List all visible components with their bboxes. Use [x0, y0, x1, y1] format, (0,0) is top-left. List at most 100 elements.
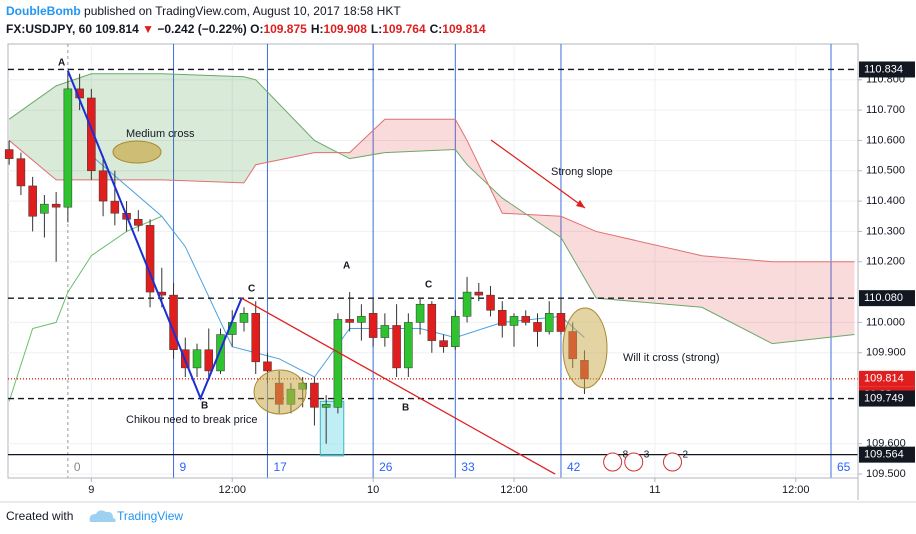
ohlc: O:109.875 H:109.908 L:109.764 C:109.814: [250, 22, 490, 36]
ohlc-key: O:: [250, 22, 264, 36]
candle-body: [63, 88, 73, 208]
ohlc-value: 109.814: [442, 22, 486, 36]
x-tick-label: 12:00: [500, 484, 528, 496]
x-tick-label: 10: [367, 484, 379, 496]
y-tick-label: 110.000: [866, 316, 905, 328]
highlight: [112, 140, 162, 164]
candle-body: [357, 316, 366, 323]
candle-body: [439, 340, 448, 347]
header-line: DoubleBomb published on TradingView.com,…: [6, 4, 401, 18]
annotation: C: [248, 284, 255, 295]
candle-body: [145, 225, 155, 293]
candle-body: [556, 313, 566, 332]
bar-marker-label: 26: [379, 460, 393, 474]
candle-body: [415, 303, 425, 323]
candle-body: [4, 149, 14, 159]
x-tick-label: 9: [88, 484, 94, 496]
span-a-line: [8, 73, 855, 345]
ohlc-key: L:: [370, 22, 383, 36]
highlight-box: [319, 400, 345, 457]
event-flag: [624, 452, 644, 472]
annotation: Chikou need to break price: [126, 414, 257, 426]
candle-body: [404, 322, 413, 369]
cloud-segment: [701, 255, 773, 344]
symbol: FX:USDJPY, 60: [6, 22, 93, 36]
highlight: [253, 369, 307, 415]
footer-brand[interactable]: TradingView: [117, 509, 183, 523]
quote-line: FX:USDJPY, 60 109.814 ▼ −0.242 (−0.22%) …: [6, 22, 490, 36]
price-level-label: 109.814: [864, 373, 904, 385]
bar-marker-label: 9: [180, 460, 187, 474]
price-level-label: 110.834: [864, 63, 903, 75]
candle-body: [380, 325, 390, 338]
candle-body: [498, 310, 507, 326]
cloud-segment: [772, 261, 855, 344]
cloud-segment: [9, 85, 57, 180]
candle-body: [427, 303, 437, 341]
y-tick-label: 110.200: [866, 256, 905, 268]
price-level-box: [859, 61, 915, 78]
bar-marker-label: 33: [461, 460, 475, 474]
candle-body: [216, 334, 225, 372]
cloud-segment: [243, 76, 256, 183]
candle-body: [87, 97, 96, 172]
arrow-head: [576, 200, 585, 208]
annotation: Strong slope: [551, 166, 613, 178]
y-tick-label: 110.400: [866, 195, 905, 207]
event-flag: [603, 452, 623, 472]
cloud-segment: [384, 119, 456, 153]
y-tick-label: 110.600: [866, 134, 905, 146]
bar-marker-label: 42: [567, 460, 581, 474]
cloud-segment: [314, 140, 350, 159]
candle-body: [192, 349, 202, 369]
cloud-segment: [56, 73, 92, 180]
span-b-line: [8, 118, 855, 263]
x-tick-label: 11: [649, 484, 660, 496]
event-count: 8: [623, 450, 629, 461]
annotation: B: [402, 403, 409, 414]
candle-body: [310, 382, 319, 408]
arrow: ▼: [142, 22, 155, 36]
last: 109.814: [95, 22, 139, 36]
candle-body: [544, 313, 554, 332]
y-tick-label: 109.900: [866, 347, 906, 359]
candle-body: [98, 170, 108, 202]
candle-body: [321, 404, 331, 408]
cloud-segment: [560, 216, 597, 299]
candle-body: [251, 313, 260, 363]
candle-body: [392, 325, 401, 369]
x-tick-label: 12:00: [218, 484, 246, 496]
candle-body: [51, 203, 61, 208]
ohlc-key: C:: [429, 22, 443, 36]
candle-body: [474, 291, 484, 296]
cloud-segment: [161, 73, 244, 183]
candle-body: [521, 316, 530, 323]
candle-body: [462, 291, 472, 317]
candle-body: [451, 316, 460, 347]
candle-body: [368, 313, 378, 338]
ohlc-key: H:: [310, 22, 324, 36]
price-level-box: [859, 446, 915, 463]
event-count: 2: [683, 450, 689, 461]
candle-body: [204, 349, 214, 372]
annotation: A: [58, 58, 65, 69]
candle-body: [16, 158, 26, 187]
ohlc-value: 109.764: [382, 22, 426, 36]
event-count: 3: [644, 450, 650, 461]
candle-body: [28, 185, 37, 217]
price-level-label: 110.080: [864, 292, 903, 304]
ohlc-value: 109.908: [323, 22, 367, 36]
price-level-label: 109.564: [864, 449, 904, 461]
chikou-line: [8, 215, 162, 402]
candle-body: [110, 200, 120, 214]
y-tick-label: 109.500: [866, 468, 906, 480]
candle-body: [333, 319, 343, 408]
author[interactable]: DoubleBomb: [6, 4, 81, 18]
change: −0.242 (−0.22%): [157, 22, 247, 36]
bar-marker-label: 0: [74, 460, 81, 474]
candle-body: [486, 294, 495, 311]
annotation: C: [425, 280, 432, 291]
cloud-segment: [255, 79, 315, 165]
candle-body: [533, 322, 542, 332]
zigzag-line: [66, 70, 243, 401]
